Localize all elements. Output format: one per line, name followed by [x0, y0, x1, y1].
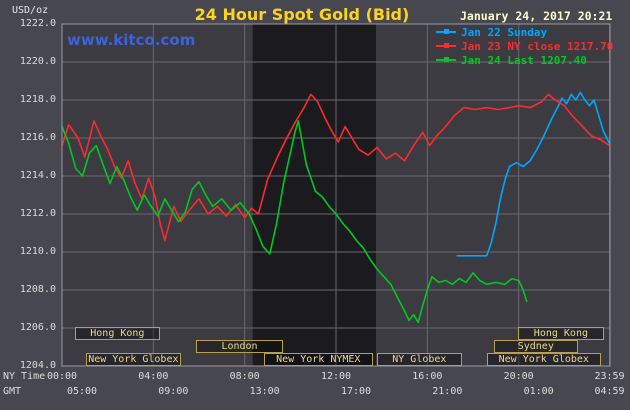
x-tick-gmt-label: 01:00: [523, 386, 554, 397]
session-box-sydney: Sydney: [493, 340, 579, 353]
x-tick-gmt-label: 05:00: [66, 386, 98, 397]
chart-title: 24 Hour Spot Gold (Bid): [194, 5, 410, 24]
legend: Jan 22 Sunday Jan 23 NY close 1217.70 Ja…: [436, 25, 613, 67]
shaded-session-band: [252, 24, 376, 366]
ny-time-axis-label: NY Time: [3, 371, 46, 382]
kitco-watermark-link[interactable]: www.kitco.com: [67, 31, 196, 49]
legend-marker-icon: [436, 28, 456, 36]
y-tick-label: 1214.0: [19, 170, 56, 181]
y-tick-label: 1210.0: [19, 246, 56, 257]
y-tick-label: 1206.0: [19, 322, 56, 333]
x-tick-ny-label: 08:00: [229, 371, 260, 382]
y-tick-label: 1216.0: [19, 132, 56, 143]
y-tick-label: 1222.0: [19, 18, 56, 29]
legend-entry-jan24: Jan 24 Last 1207.40: [436, 53, 613, 67]
y-tick-label: 1208.0: [19, 284, 56, 295]
session-box-new-york-globex: New York Globex: [85, 353, 181, 366]
x-tick-gmt-label: 09:00: [158, 386, 189, 397]
y-tick-label: 1212.0: [19, 208, 56, 219]
y-tick-label: 1218.0: [19, 94, 56, 105]
session-box-new-york-nymex: New York NYMEX: [264, 353, 373, 366]
session-box-hong-kong: Hong Kong: [517, 327, 605, 340]
session-box-ny-globex: NY Globex: [377, 353, 462, 366]
gmt-axis-label: GMT: [3, 386, 22, 397]
chart-datetime: January 24, 2017 20:21: [460, 9, 613, 23]
y-tick-label: 1204.0: [19, 360, 56, 371]
x-tick-ny-label: 00:00: [46, 371, 78, 382]
x-tick-gmt-label: 17:00: [340, 386, 372, 397]
x-tick-ny-label: 16:00: [412, 371, 443, 382]
legend-label-jan22: Jan 22 Sunday: [461, 25, 548, 39]
x-tick-ny-label: 20:00: [503, 371, 534, 382]
series-line-2: [61, 120, 528, 324]
legend-entry-jan23: Jan 23 NY close 1217.70: [436, 39, 613, 53]
x-tick-ny-label: 12:00: [320, 371, 352, 382]
session-box-hong-kong: Hong Kong: [74, 327, 161, 340]
x-tick-ny-label: 04:00: [138, 371, 169, 382]
legend-marker-icon: [436, 56, 456, 64]
session-box-london: London: [195, 340, 284, 353]
session-box-new-york-globex: New York Globex: [486, 353, 601, 366]
x-tick-gmt-label: 13:00: [249, 386, 280, 397]
legend-label-jan23: Jan 23 NY close 1217.70: [461, 39, 614, 53]
legend-label-jan24: Jan 24 Last 1207.40: [461, 53, 587, 67]
legend-entry-jan22: Jan 22 Sunday: [436, 25, 613, 39]
plot-border: [61, 23, 611, 367]
y-tick-label: 1220.0: [19, 56, 56, 67]
series-line-0: [456, 91, 611, 257]
x-tick-gmt-label: 04:59: [594, 386, 625, 397]
x-tick-gmt-label: 21:00: [432, 386, 463, 397]
y-axis-unit-label: USD/oz: [12, 5, 49, 16]
x-tick-ny-label: 23:59: [594, 371, 625, 382]
legend-marker-icon: [436, 42, 456, 50]
